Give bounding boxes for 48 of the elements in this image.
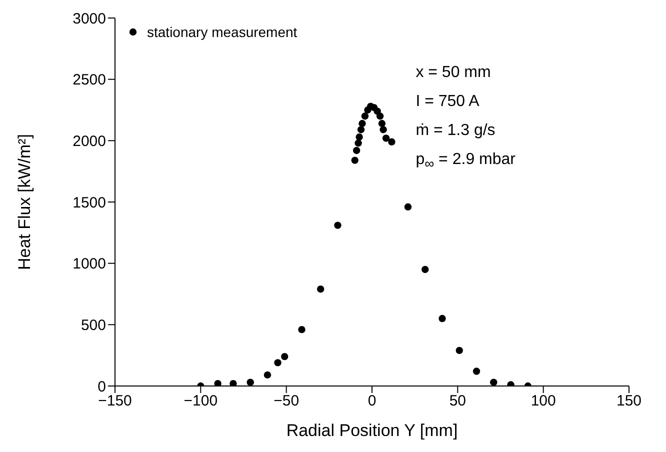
- annotation: p$_{∞}$ = 2.9 mbar: [416, 150, 516, 174]
- legend-label: stationary measurement: [147, 24, 298, 40]
- point: [334, 222, 342, 229]
- point: [317, 285, 324, 293]
- x-tick-label: −150: [98, 392, 132, 410]
- point: [351, 156, 358, 164]
- x-tick-label: 50: [449, 392, 466, 410]
- point: [358, 120, 366, 128]
- point: [378, 120, 386, 128]
- point: [438, 314, 446, 322]
- point: [230, 380, 237, 386]
- point: [264, 371, 272, 379]
- x-tick-label: 150: [616, 392, 642, 410]
- annotation: x = 50 mm: [416, 63, 492, 83]
- point: [380, 126, 387, 134]
- point: [388, 138, 396, 146]
- point: [472, 368, 480, 375]
- point: [214, 380, 222, 386]
- x-tick-label: 100: [530, 392, 556, 410]
- x-tick-label: −100: [184, 392, 218, 410]
- point: [382, 134, 390, 142]
- point: [376, 112, 384, 120]
- point: [490, 378, 498, 386]
- y-tick-label: 0: [98, 378, 106, 396]
- point: [274, 359, 282, 366]
- y-tick-label: 2500: [72, 72, 106, 89]
- point: [281, 352, 288, 360]
- point: [298, 326, 306, 334]
- y-tick-label: 2000: [72, 132, 106, 150]
- y-tick-label: 500: [80, 316, 106, 334]
- point: [352, 146, 360, 154]
- y-tick-label: 3000: [72, 10, 106, 28]
- point: [422, 266, 429, 274]
- point: [357, 126, 365, 134]
- x-tick-label: 0: [368, 392, 376, 410]
- point: [456, 346, 463, 354]
- annotation: ṁ = 1.3 g/s: [416, 121, 496, 141]
- point: [246, 378, 254, 386]
- point: [354, 140, 362, 147]
- point: [361, 112, 369, 120]
- point: [356, 133, 363, 141]
- y-tick-label: 1000: [72, 256, 106, 273]
- x-tick-label: −50: [274, 392, 300, 410]
- annotation: I = 750 A: [416, 92, 480, 112]
- y-tick-label: 1500: [72, 194, 106, 212]
- point: [404, 203, 412, 211]
- y-axis-title: Heat Flux [kW/m²]: [15, 134, 34, 270]
- x-axis-title: Radial Position Y [mm]: [286, 421, 458, 440]
